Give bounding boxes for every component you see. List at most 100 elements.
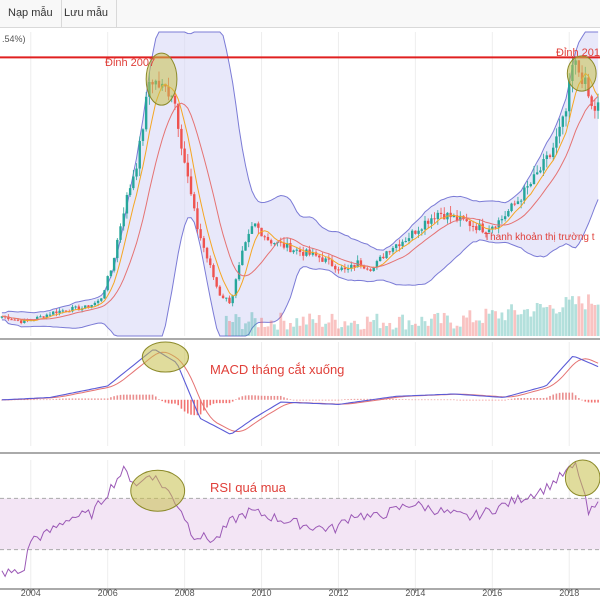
highlight-ellipse — [564, 459, 600, 497]
macd-histogram-bar — [385, 398, 388, 400]
macd-histogram-bar — [552, 394, 555, 400]
volume-bar — [513, 310, 517, 336]
macd-histogram-bar — [84, 398, 87, 400]
volume-bar — [375, 313, 379, 336]
volume-bar — [433, 314, 437, 336]
volume-bar — [577, 296, 581, 336]
save-template-button[interactable]: Lưu mẫu — [56, 0, 118, 27]
macd-histogram-bar — [469, 399, 471, 401]
macd-histogram-bar — [68, 398, 71, 400]
macd-histogram-bar — [161, 399, 163, 402]
candle-body — [221, 295, 225, 299]
macd-histogram-bar — [328, 399, 330, 401]
candle-body — [61, 310, 65, 312]
candle-body — [93, 302, 97, 306]
rsi-band — [0, 498, 600, 550]
volume-bar — [471, 322, 475, 336]
volume-bar — [346, 325, 350, 336]
volume-bar — [519, 314, 523, 336]
volume-bar — [522, 309, 526, 336]
macd-histogram-bar — [244, 395, 247, 400]
macd-histogram-bar — [90, 398, 93, 400]
volume-bar — [593, 305, 597, 336]
candle-body — [269, 240, 273, 244]
highlight-ellipse — [141, 341, 189, 373]
volume-bar — [324, 323, 328, 336]
volume-bar — [247, 321, 251, 336]
macd-histogram-bar — [353, 398, 356, 400]
volume-bar — [410, 324, 414, 336]
volume-bar — [535, 302, 539, 336]
candle-body — [52, 311, 55, 315]
macd-histogram-bar — [456, 399, 458, 401]
macd-histogram-bar — [529, 398, 532, 400]
macd-histogram-bar — [504, 399, 506, 401]
candle-body — [77, 306, 81, 311]
x-tick-label: 2014 — [405, 588, 425, 598]
macd-histogram-bar — [151, 394, 154, 400]
macd-histogram-bar — [292, 399, 295, 401]
macd-histogram-bar — [23, 399, 26, 401]
candle-body — [244, 242, 247, 251]
volume-bar — [365, 316, 369, 336]
macd-histogram-bar — [241, 396, 244, 400]
highlight-ellipse — [566, 55, 597, 92]
candle-body — [19, 320, 23, 324]
candle-body — [593, 106, 597, 111]
candle-body — [513, 203, 516, 205]
volume-bar — [567, 299, 571, 336]
volume-bar — [359, 329, 363, 336]
macd-histogram-bar — [260, 395, 263, 400]
volume-bar — [452, 328, 456, 336]
candle-body — [298, 249, 302, 253]
macd-histogram-bar — [440, 399, 442, 401]
volume-bar — [272, 324, 276, 336]
candle-body — [212, 265, 215, 278]
candle-body — [74, 306, 77, 308]
candle-body — [353, 264, 356, 268]
macd-histogram-bar — [247, 395, 250, 400]
macd-histogram-bar — [138, 394, 141, 400]
volume-bar — [369, 321, 372, 336]
candle-body — [535, 172, 539, 175]
volume-bar — [474, 320, 478, 336]
volume-bar — [439, 323, 443, 336]
macd-histogram-bar — [283, 397, 285, 400]
volume-bar — [458, 326, 462, 336]
candle-body — [196, 208, 199, 230]
volume-bar — [349, 322, 353, 336]
candle-body — [487, 229, 491, 233]
macd-histogram-bar — [33, 399, 35, 401]
macd-histogram-bar — [222, 399, 224, 404]
candle-body — [125, 194, 129, 214]
candle-body — [436, 212, 440, 219]
candle-body — [324, 258, 327, 262]
macd-histogram-bar — [523, 398, 526, 400]
macd-histogram-bar — [517, 398, 519, 400]
volume-bar — [263, 326, 267, 336]
stock-chart[interactable]: .54%) Đỉnh 2007 Đỉnh 2018 Thanh khoản th… — [0, 28, 600, 600]
macd-histogram-bar — [478, 399, 481, 401]
volume-bar — [555, 313, 558, 336]
volume-bar — [423, 321, 427, 336]
macd-histogram-bar — [122, 394, 125, 400]
macd-histogram-bar — [430, 399, 433, 401]
volume-bar — [413, 323, 417, 336]
candle-body — [366, 268, 369, 270]
candle-body — [285, 243, 289, 248]
volume-bar — [237, 317, 241, 336]
volume-bar — [465, 317, 469, 336]
candle-body — [427, 220, 430, 224]
candle-body — [449, 212, 452, 218]
macd-histogram-bar — [520, 398, 522, 400]
candle-body — [112, 258, 116, 271]
macd-histogram-bar — [225, 399, 228, 404]
x-tick-label: 2008 — [175, 588, 195, 598]
candle-body — [561, 116, 565, 127]
macd-histogram-bar — [167, 399, 170, 404]
volume-bar — [260, 317, 263, 336]
macd-histogram-bar — [331, 399, 333, 401]
volume-bar — [372, 320, 376, 336]
load-template-button[interactable]: Nạp mẫu — [0, 0, 62, 27]
candle-body — [491, 226, 494, 230]
